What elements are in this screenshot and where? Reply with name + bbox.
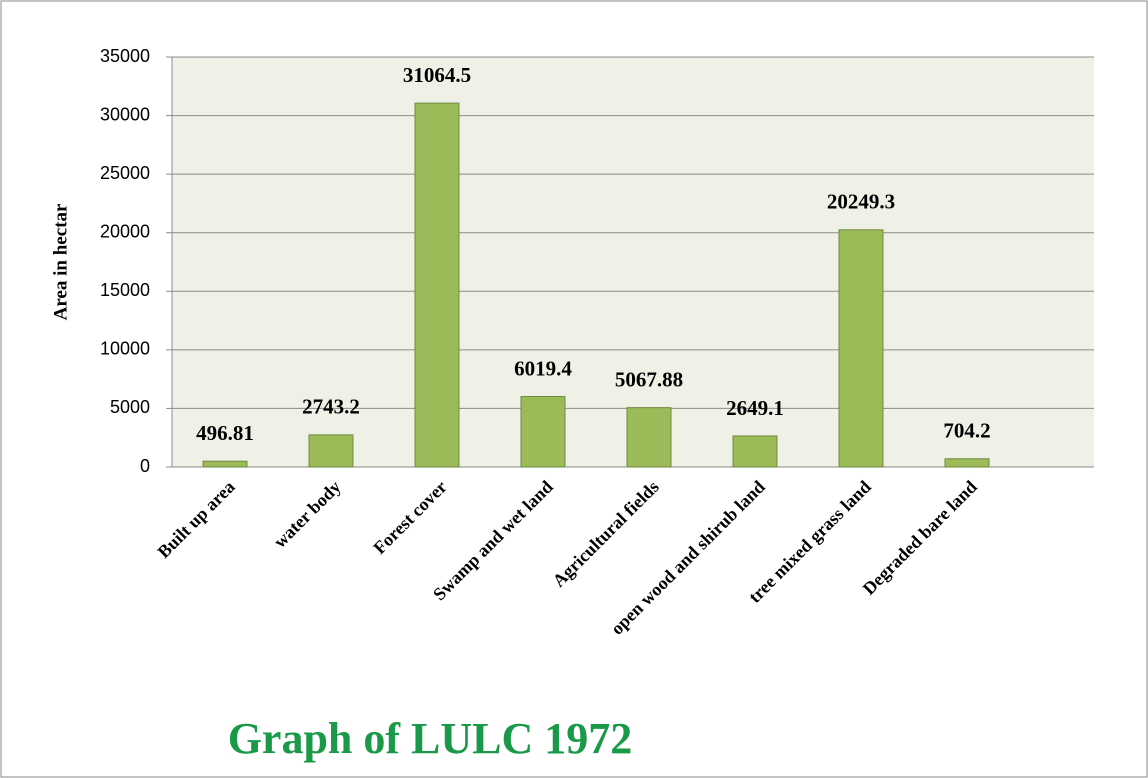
bar <box>520 395 566 468</box>
y-tick-label: 35000 <box>100 46 150 66</box>
chart-title: Graph of LULC 1972 <box>228 714 633 763</box>
data-label: 704.2 <box>943 419 990 443</box>
bar <box>414 102 460 468</box>
bar <box>732 435 778 468</box>
y-tick-label: 30000 <box>100 104 150 124</box>
y-tick-label: 5000 <box>110 397 150 417</box>
bar <box>838 229 884 468</box>
data-label: 31064.5 <box>403 63 471 87</box>
data-label: 5067.88 <box>615 367 683 391</box>
plot-area <box>172 57 1094 467</box>
data-label: 2743.2 <box>302 395 360 419</box>
bar <box>202 460 248 468</box>
y-tick-label: 25000 <box>100 163 150 183</box>
data-label: 496.81 <box>196 421 254 445</box>
y-tick-label: 15000 <box>100 280 150 300</box>
bar <box>944 458 990 468</box>
data-label: 2649.1 <box>726 396 784 420</box>
data-label: 20249.3 <box>827 190 895 214</box>
y-tick-label: 10000 <box>100 339 150 359</box>
data-label: 6019.4 <box>514 356 572 380</box>
bar <box>626 407 672 468</box>
y-tick-label: 20000 <box>100 221 150 241</box>
y-tick-label: 0 <box>140 456 150 476</box>
y-axis-label: Area in hectar <box>50 203 71 320</box>
bar <box>308 434 354 468</box>
